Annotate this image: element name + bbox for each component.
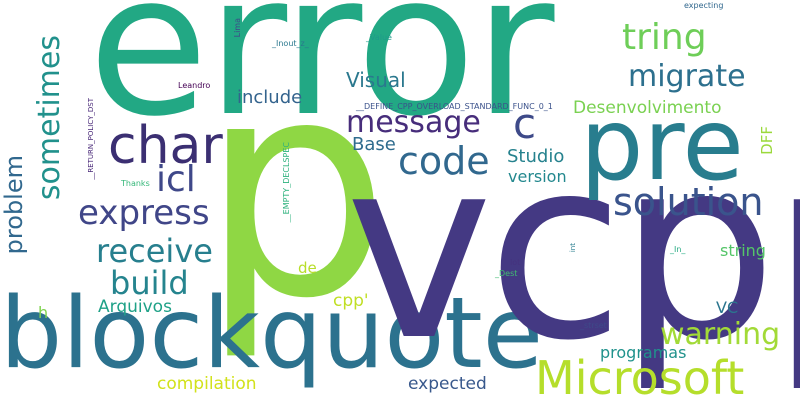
word-leandro: Leandro [178,81,211,90]
word-empty-declspec: __EMPTY_DECLSPEC [282,142,291,223]
word-lima: Lima [233,18,242,38]
word-express: express [78,193,210,233]
word-error: error [88,0,554,160]
word-code: code [398,139,490,183]
word-warning: warning [660,317,781,352]
word-problem: problem [0,155,28,255]
word-cpp-quote: cpp' [333,291,369,311]
word-sometimes: sometimes [32,35,67,201]
word-value: _Value [366,33,392,42]
word-programas: programas [600,343,687,362]
word-in: _In_ [670,245,686,254]
word-expected: expected [408,374,487,394]
word-tring: tring [622,17,707,58]
word-version: version [508,167,567,186]
word-studio: Studio [507,146,565,167]
word-vc: VC [716,298,739,317]
word-de: de [298,259,317,277]
word-message: message [346,105,481,140]
word-p: p [200,15,391,364]
word-visual: Visual [346,68,406,92]
word-string: string [720,241,766,260]
word-c: c [513,99,537,148]
word-build: build [110,264,189,302]
word-strset: _strset [580,321,607,330]
word-arquivos: Arquivos [98,297,172,317]
word-char: char [108,116,223,176]
word-inout: _Inout_z_ [272,39,309,48]
word-thanks: Thanks [121,179,150,188]
word-microsoft: Microsoft [535,351,745,400]
word-expecting: expecting [684,1,724,10]
word-define-cpp-overload: __DEFINE_CPP_OVERLOAD_STANDARD_FUNC_0_1 [356,102,553,111]
word-receive: receive [96,232,213,270]
word-icl: icl [156,159,196,200]
word-dest: _Dest [495,269,518,278]
word-migrate: migrate [628,59,746,94]
word-desenvolvimento: Desenvolvimento [573,98,722,118]
word-int: int [569,243,577,253]
word-base: Base [352,134,396,155]
word-dff: DFF [758,126,776,155]
word-h: h [38,303,49,322]
word-lot: lot [510,258,521,267]
word-pre: pre [580,86,744,203]
word-solution: solution [613,180,764,224]
word-blockquote: blockquote [0,277,544,391]
word-compilation: compilation [157,374,257,394]
word-return-policy-dst: __RETURN_POLICY_DST [87,98,95,180]
word-include: include [237,87,303,108]
